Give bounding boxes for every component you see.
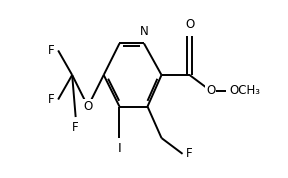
Text: F: F: [48, 93, 55, 106]
Text: F: F: [48, 44, 55, 57]
Text: N: N: [140, 25, 148, 38]
Text: O: O: [185, 18, 194, 31]
Text: OCH₃: OCH₃: [230, 84, 261, 97]
Text: O: O: [83, 100, 92, 113]
Text: O: O: [206, 84, 215, 97]
Text: F: F: [186, 147, 193, 160]
Text: F: F: [72, 121, 79, 134]
Text: I: I: [118, 142, 121, 155]
